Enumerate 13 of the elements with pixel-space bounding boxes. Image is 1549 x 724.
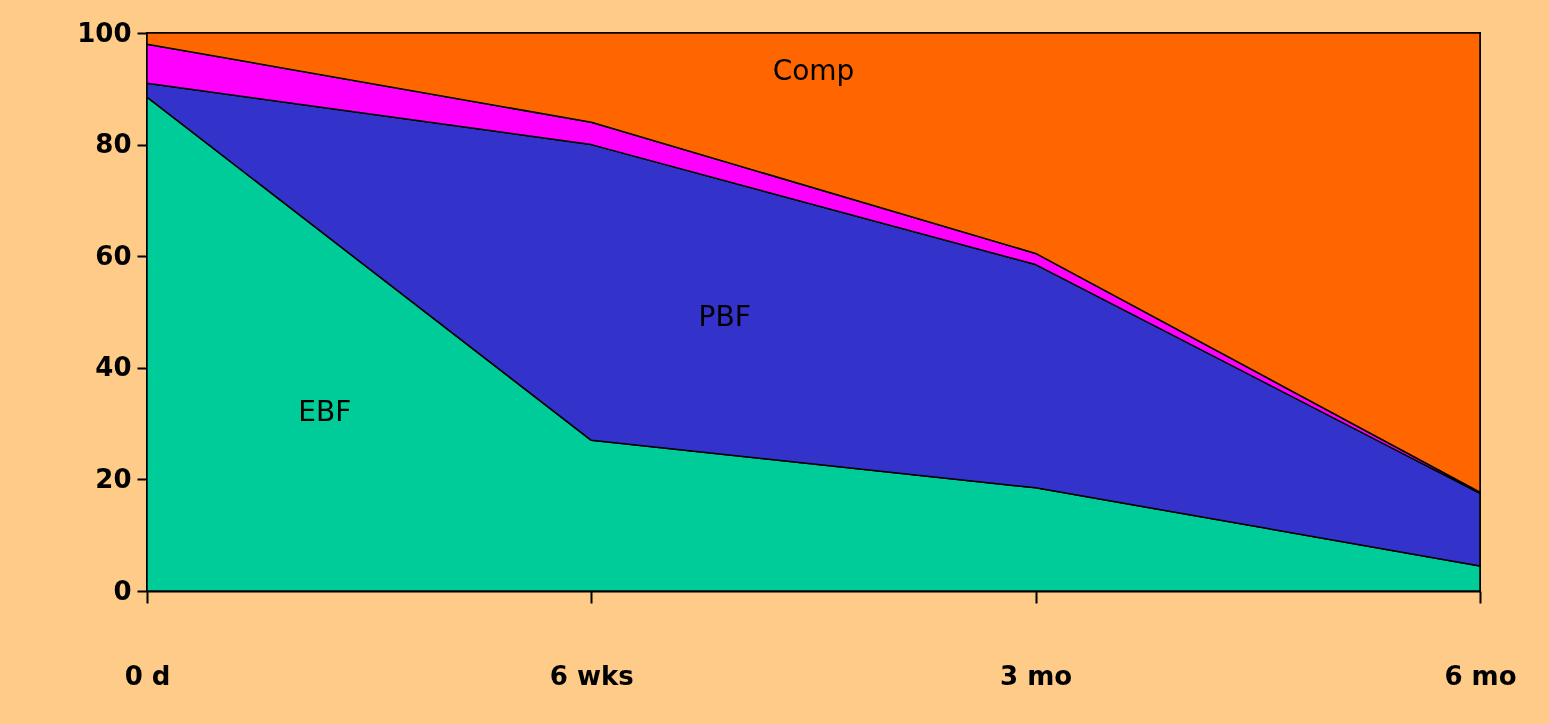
y-tick-label: 80 [95, 129, 132, 160]
series-label: Comp [772, 53, 855, 87]
x-tick-label: 3 mo [1000, 660, 1073, 691]
y-tick-label: 0 [113, 575, 132, 606]
series-label: PBF [698, 299, 751, 333]
x-tick-label: 6 wks [549, 660, 634, 691]
x-tick-label: 6 mo [1444, 660, 1517, 691]
y-tick-label: 20 [95, 463, 132, 494]
y-tick-label: 100 [77, 17, 132, 48]
x-tick-label: 0 d [124, 660, 171, 691]
series-label: EBF [298, 394, 352, 428]
y-tick-label: 40 [95, 352, 132, 383]
y-tick-label: 60 [95, 240, 132, 271]
